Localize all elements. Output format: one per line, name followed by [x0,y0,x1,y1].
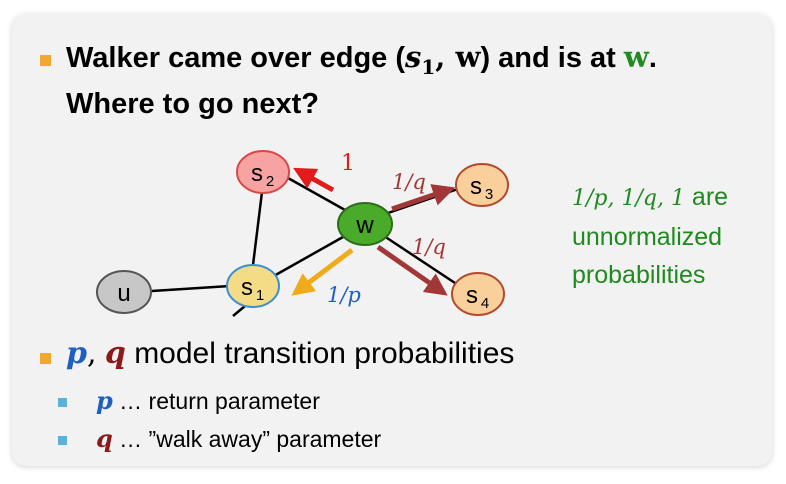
side-note-line-1: 1/p, 1/q, 1 are [572,178,772,218]
node-s1-sub: 1 [256,287,264,304]
sub-bullet-1-var: p [96,386,113,415]
node-s1: s 1 [226,264,280,308]
main-bullet-rest: model transition probabilities [125,337,515,370]
node-s2: s 2 [236,150,290,194]
node-s3: s 3 [455,163,509,207]
edge-label-s4: 1/q [412,235,446,259]
arrow-to-s3 [391,184,456,212]
edge-s2-s1 [251,191,264,266]
side-note-line-3: probabilities [572,261,706,289]
sub-bullet-2-rest: … ”walk away” parameter [112,426,382,452]
heading-math-sub: 1 [421,54,436,79]
side-note: 1/p, 1/q, 1 are unnormalized probabiliti… [572,178,772,294]
node-s2-label: s [251,160,263,187]
sub-bullet-1-text: p … return parameter [96,386,320,415]
sub-bullet-2-var: q [96,424,113,453]
heading-text-b: and is at [490,42,624,74]
heading-text-dot: . [648,42,657,74]
edge-label-s3: 1/q [392,170,426,194]
heading-text-a: Walker came over edge ( [66,42,406,74]
heading-line-2: Where to go next? [66,88,319,120]
arrow-to-s4 [376,244,448,296]
sub-bullet-2-text: q … ”walk away” parameter [96,424,381,453]
node-s3-label: s [470,173,482,200]
heading-math-s: s [405,40,422,74]
main-bullet-p: p [66,336,87,371]
node-u: u [96,270,152,314]
sub-bullet-1 [58,398,67,407]
edge-label-s1: 1/p [327,283,361,307]
heading-bullet [40,55,51,66]
edge-u-s1 [151,284,231,293]
edge-s1-tail [232,305,246,317]
node-s4-sub: 4 [481,295,489,312]
main-bullet [40,353,51,364]
node-w-label: w [355,212,374,239]
sub-bullet-2 [58,436,67,445]
edge-w-s1 [271,235,344,279]
node-s3-sub: 3 [485,186,493,203]
heading-math-w: w [455,40,481,74]
sub-bullet-1-rest: … return parameter [112,388,320,414]
side-note-math: 1/p, 1/q, 1 [572,186,685,211]
node-s4: s 4 [451,272,505,316]
edge-label-s2: 1 [341,151,355,176]
node-s4-label: s [466,282,478,309]
main-bullet-comma: , [86,336,97,371]
heading-math-w-green: w [623,40,649,74]
main-bullet-q: q [104,336,126,371]
arrow-to-s1 [291,248,354,296]
node-s2-sub: 2 [266,173,274,190]
node-s1-label: s [241,274,253,301]
heading-line-1: Walker came over edge (s1, w) and is at … [66,40,657,79]
main-bullet-text: p, q model transition probabilities [66,336,514,371]
arrow-to-s2 [293,167,335,193]
side-note-line-1-rest: are [684,183,729,211]
heading-math-comma: , [435,40,456,74]
heading-text-close: ) [480,42,491,74]
node-w: w [337,202,393,246]
node-u-label: u [117,280,130,307]
side-note-line-2: unnormalized [572,223,723,251]
